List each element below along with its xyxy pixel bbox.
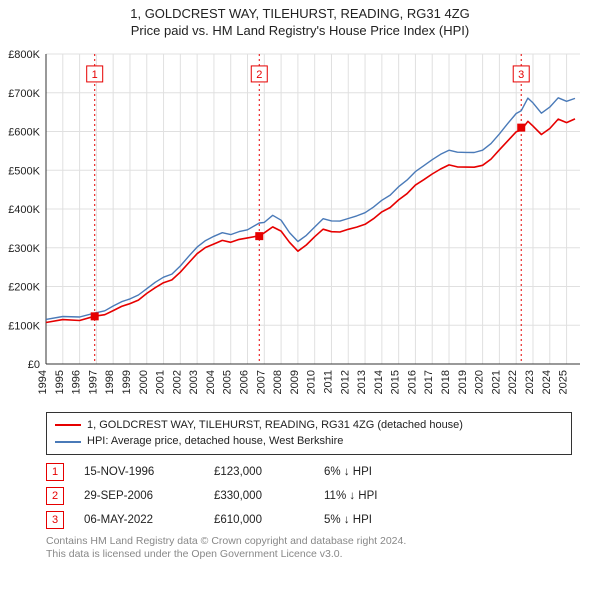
svg-text:2001: 2001: [155, 370, 167, 394]
event-diff: 5% ↓ HPI: [324, 514, 434, 526]
svg-text:1996: 1996: [71, 370, 83, 394]
legend-text: HPI: Average price, detached house, West…: [87, 433, 343, 450]
svg-text:2019: 2019: [457, 370, 469, 394]
svg-text:2011: 2011: [322, 370, 334, 394]
svg-text:2007: 2007: [255, 370, 267, 394]
legend-text: 1, GOLDCREST WAY, TILEHURST, READING, RG…: [87, 417, 463, 434]
event-marker: 3: [46, 511, 64, 529]
svg-text:2004: 2004: [205, 370, 217, 394]
svg-text:1994: 1994: [37, 370, 49, 394]
event-row: 2 29-SEP-2006 £330,000 11% ↓ HPI: [46, 487, 572, 505]
svg-text:2023: 2023: [524, 370, 536, 394]
svg-text:2024: 2024: [541, 370, 553, 394]
svg-text:2012: 2012: [339, 370, 351, 394]
svg-text:2020: 2020: [474, 370, 486, 394]
event-date: 06-MAY-2022: [84, 514, 194, 526]
svg-text:3: 3: [518, 69, 524, 81]
chart-titles: 1, GOLDCREST WAY, TILEHURST, READING, RG…: [0, 0, 600, 40]
svg-text:1995: 1995: [54, 370, 66, 394]
event-row: 3 06-MAY-2022 £610,000 5% ↓ HPI: [46, 511, 572, 529]
event-marker: 1: [46, 463, 64, 481]
svg-text:2015: 2015: [390, 370, 402, 394]
event-price: £123,000: [214, 466, 304, 478]
event-date: 15-NOV-1996: [84, 466, 194, 478]
legend-swatch: [55, 424, 81, 426]
legend-swatch: [55, 441, 81, 443]
svg-text:1997: 1997: [87, 370, 99, 394]
footer-line-1: Contains HM Land Registry data © Crown c…: [46, 535, 572, 549]
svg-text:2021: 2021: [490, 370, 502, 394]
svg-text:2: 2: [256, 69, 262, 81]
svg-text:£300K: £300K: [8, 243, 40, 255]
svg-text:2022: 2022: [507, 370, 519, 394]
event-date: 29-SEP-2006: [84, 490, 194, 502]
event-price: £330,000: [214, 490, 304, 502]
svg-text:2025: 2025: [558, 370, 570, 394]
line-chart: £0 £100K £200K £300K £400K £500K £600K £700K £80…: [0, 46, 600, 406]
svg-text:£100K: £100K: [8, 320, 40, 332]
svg-text:2000: 2000: [138, 370, 150, 394]
event-list: 1 15-NOV-1996 £123,000 6% ↓ HPI 2 29-SEP-2006…: [46, 463, 572, 529]
event-price: £610,000: [214, 514, 304, 526]
legend-item: HPI: Average price, detached house, West…: [55, 433, 563, 450]
svg-text:1: 1: [92, 69, 98, 81]
svg-text:£500K: £500K: [8, 165, 40, 177]
svg-text:1998: 1998: [104, 370, 116, 394]
legend-item: 1, GOLDCREST WAY, TILEHURST, READING, RG…: [55, 417, 563, 434]
svg-text:£0: £0: [28, 359, 40, 371]
svg-text:2013: 2013: [356, 370, 368, 394]
title-line-2: Price paid vs. HM Land Registry's House …: [0, 23, 600, 40]
svg-text:2014: 2014: [373, 370, 385, 394]
legend: 1, GOLDCREST WAY, TILEHURST, READING, RG…: [46, 412, 572, 455]
event-diff: 11% ↓ HPI: [324, 490, 434, 502]
title-line-1: 1, GOLDCREST WAY, TILEHURST, READING, RG…: [0, 6, 600, 23]
footer-line-2: This data is licensed under the Open Gov…: [46, 548, 572, 562]
footer-attribution: Contains HM Land Registry data © Crown c…: [46, 535, 572, 562]
svg-text:2017: 2017: [423, 370, 435, 394]
svg-text:2005: 2005: [222, 370, 234, 394]
event-diff: 6% ↓ HPI: [324, 466, 434, 478]
svg-text:£700K: £700K: [8, 88, 40, 100]
svg-text:£600K: £600K: [8, 126, 40, 138]
svg-text:2018: 2018: [440, 370, 452, 394]
svg-text:£800K: £800K: [8, 49, 40, 61]
svg-text:2016: 2016: [406, 370, 418, 394]
event-row: 1 15-NOV-1996 £123,000 6% ↓ HPI: [46, 463, 572, 481]
svg-text:2009: 2009: [289, 370, 301, 394]
svg-text:£400K: £400K: [8, 204, 40, 216]
svg-text:2006: 2006: [239, 370, 251, 394]
svg-text:2003: 2003: [188, 370, 200, 394]
svg-text:1999: 1999: [121, 370, 133, 394]
svg-text:2002: 2002: [171, 370, 183, 394]
svg-text:£200K: £200K: [8, 281, 40, 293]
svg-text:2010: 2010: [306, 370, 318, 394]
chart-area: £0 £100K £200K £300K £400K £500K £600K £700K £80…: [0, 46, 600, 406]
event-marker: 2: [46, 487, 64, 505]
svg-text:2008: 2008: [272, 370, 284, 394]
